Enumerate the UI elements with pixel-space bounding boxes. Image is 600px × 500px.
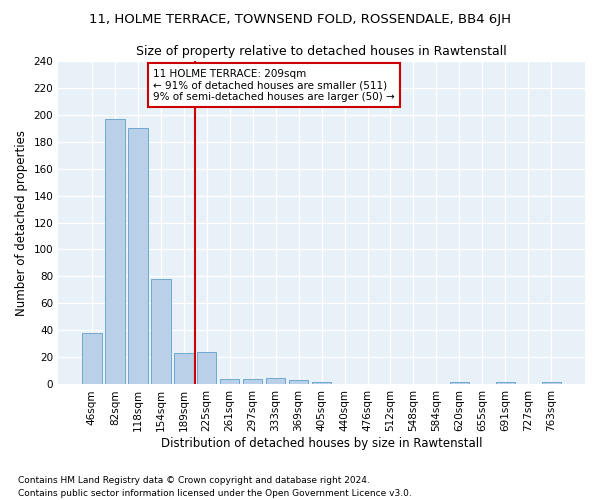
Bar: [82, 333, 101, 384]
Bar: [197, 352, 217, 384]
Bar: [289, 380, 308, 384]
Bar: [542, 382, 561, 384]
Text: Contains HM Land Registry data © Crown copyright and database right 2024.
Contai: Contains HM Land Registry data © Crown c…: [18, 476, 412, 498]
Bar: [266, 378, 286, 384]
Bar: [220, 379, 239, 384]
Bar: [496, 382, 515, 384]
Bar: [243, 379, 262, 384]
Y-axis label: Number of detached properties: Number of detached properties: [15, 130, 28, 316]
Text: 11, HOLME TERRACE, TOWNSEND FOLD, ROSSENDALE, BB4 6JH: 11, HOLME TERRACE, TOWNSEND FOLD, ROSSEN…: [89, 12, 511, 26]
Bar: [105, 118, 125, 384]
Bar: [128, 128, 148, 384]
Bar: [174, 354, 194, 384]
Title: Size of property relative to detached houses in Rawtenstall: Size of property relative to detached ho…: [136, 45, 507, 58]
Bar: [312, 382, 331, 384]
Text: 11 HOLME TERRACE: 209sqm
← 91% of detached houses are smaller (511)
9% of semi-d: 11 HOLME TERRACE: 209sqm ← 91% of detach…: [153, 68, 395, 102]
Bar: [151, 279, 170, 384]
Bar: [449, 382, 469, 384]
X-axis label: Distribution of detached houses by size in Rawtenstall: Distribution of detached houses by size …: [161, 437, 482, 450]
